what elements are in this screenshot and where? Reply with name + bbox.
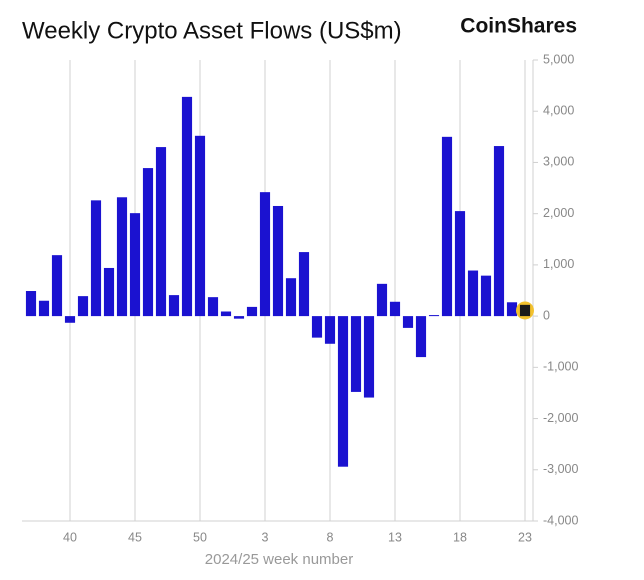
bar xyxy=(246,306,258,317)
bar xyxy=(363,316,375,398)
bar xyxy=(90,200,102,317)
bar xyxy=(207,297,219,317)
y-tick-label: -4,000 xyxy=(543,513,578,527)
x-tick-label: 45 xyxy=(128,530,142,544)
bar xyxy=(233,316,245,319)
y-tick-label: 3,000 xyxy=(543,155,574,169)
x-tick-label: 40 xyxy=(63,530,77,544)
bar xyxy=(402,316,414,328)
bar xyxy=(259,192,271,317)
bar xyxy=(324,316,336,344)
bar xyxy=(389,301,401,317)
y-tick-label: 5,000 xyxy=(543,52,574,66)
chart-title: Weekly Crypto Asset Flows (US$m) xyxy=(22,17,402,44)
bar xyxy=(298,252,310,317)
bar xyxy=(129,213,141,317)
x-tick-label: 13 xyxy=(388,530,402,544)
brand-logo: CoinShares xyxy=(460,15,577,38)
x-tick-label: 18 xyxy=(453,530,467,544)
y-tick-label: 2,000 xyxy=(543,206,574,220)
bar xyxy=(467,270,479,317)
bar xyxy=(116,197,128,317)
bar xyxy=(506,302,518,317)
y-tick-label: 4,000 xyxy=(543,104,574,118)
y-tick-label: 1,000 xyxy=(543,257,574,271)
x-tick-label: 3 xyxy=(262,530,269,544)
bar xyxy=(64,316,76,323)
x-tick-label: 23 xyxy=(518,530,532,544)
x-axis-label: 2024/25 week number xyxy=(205,551,353,568)
y-tick-label: -3,000 xyxy=(543,462,578,476)
bar xyxy=(168,295,180,317)
bar xyxy=(454,211,466,317)
bar xyxy=(25,291,37,317)
bar xyxy=(337,316,349,467)
bar xyxy=(376,283,388,317)
bar xyxy=(285,278,297,317)
bar xyxy=(194,135,206,317)
bar xyxy=(441,136,453,317)
bar xyxy=(493,146,505,317)
y-tick-label: -1,000 xyxy=(543,360,578,374)
bar xyxy=(103,267,115,317)
bar xyxy=(220,311,232,317)
bar xyxy=(142,168,154,317)
bar xyxy=(38,300,50,317)
bar xyxy=(77,296,89,317)
bar xyxy=(181,96,193,317)
bar xyxy=(480,275,492,317)
y-tick-label: -2,000 xyxy=(543,411,578,425)
x-tick-label: 50 xyxy=(193,530,207,544)
bar xyxy=(311,316,323,338)
bar xyxy=(350,316,362,392)
bar xyxy=(272,205,284,317)
bar xyxy=(519,304,531,317)
bar xyxy=(428,315,440,317)
x-tick-label: 8 xyxy=(327,530,334,544)
bar xyxy=(415,316,427,358)
y-tick-label: 0 xyxy=(543,308,550,322)
bar xyxy=(155,147,167,317)
bar xyxy=(51,255,63,317)
